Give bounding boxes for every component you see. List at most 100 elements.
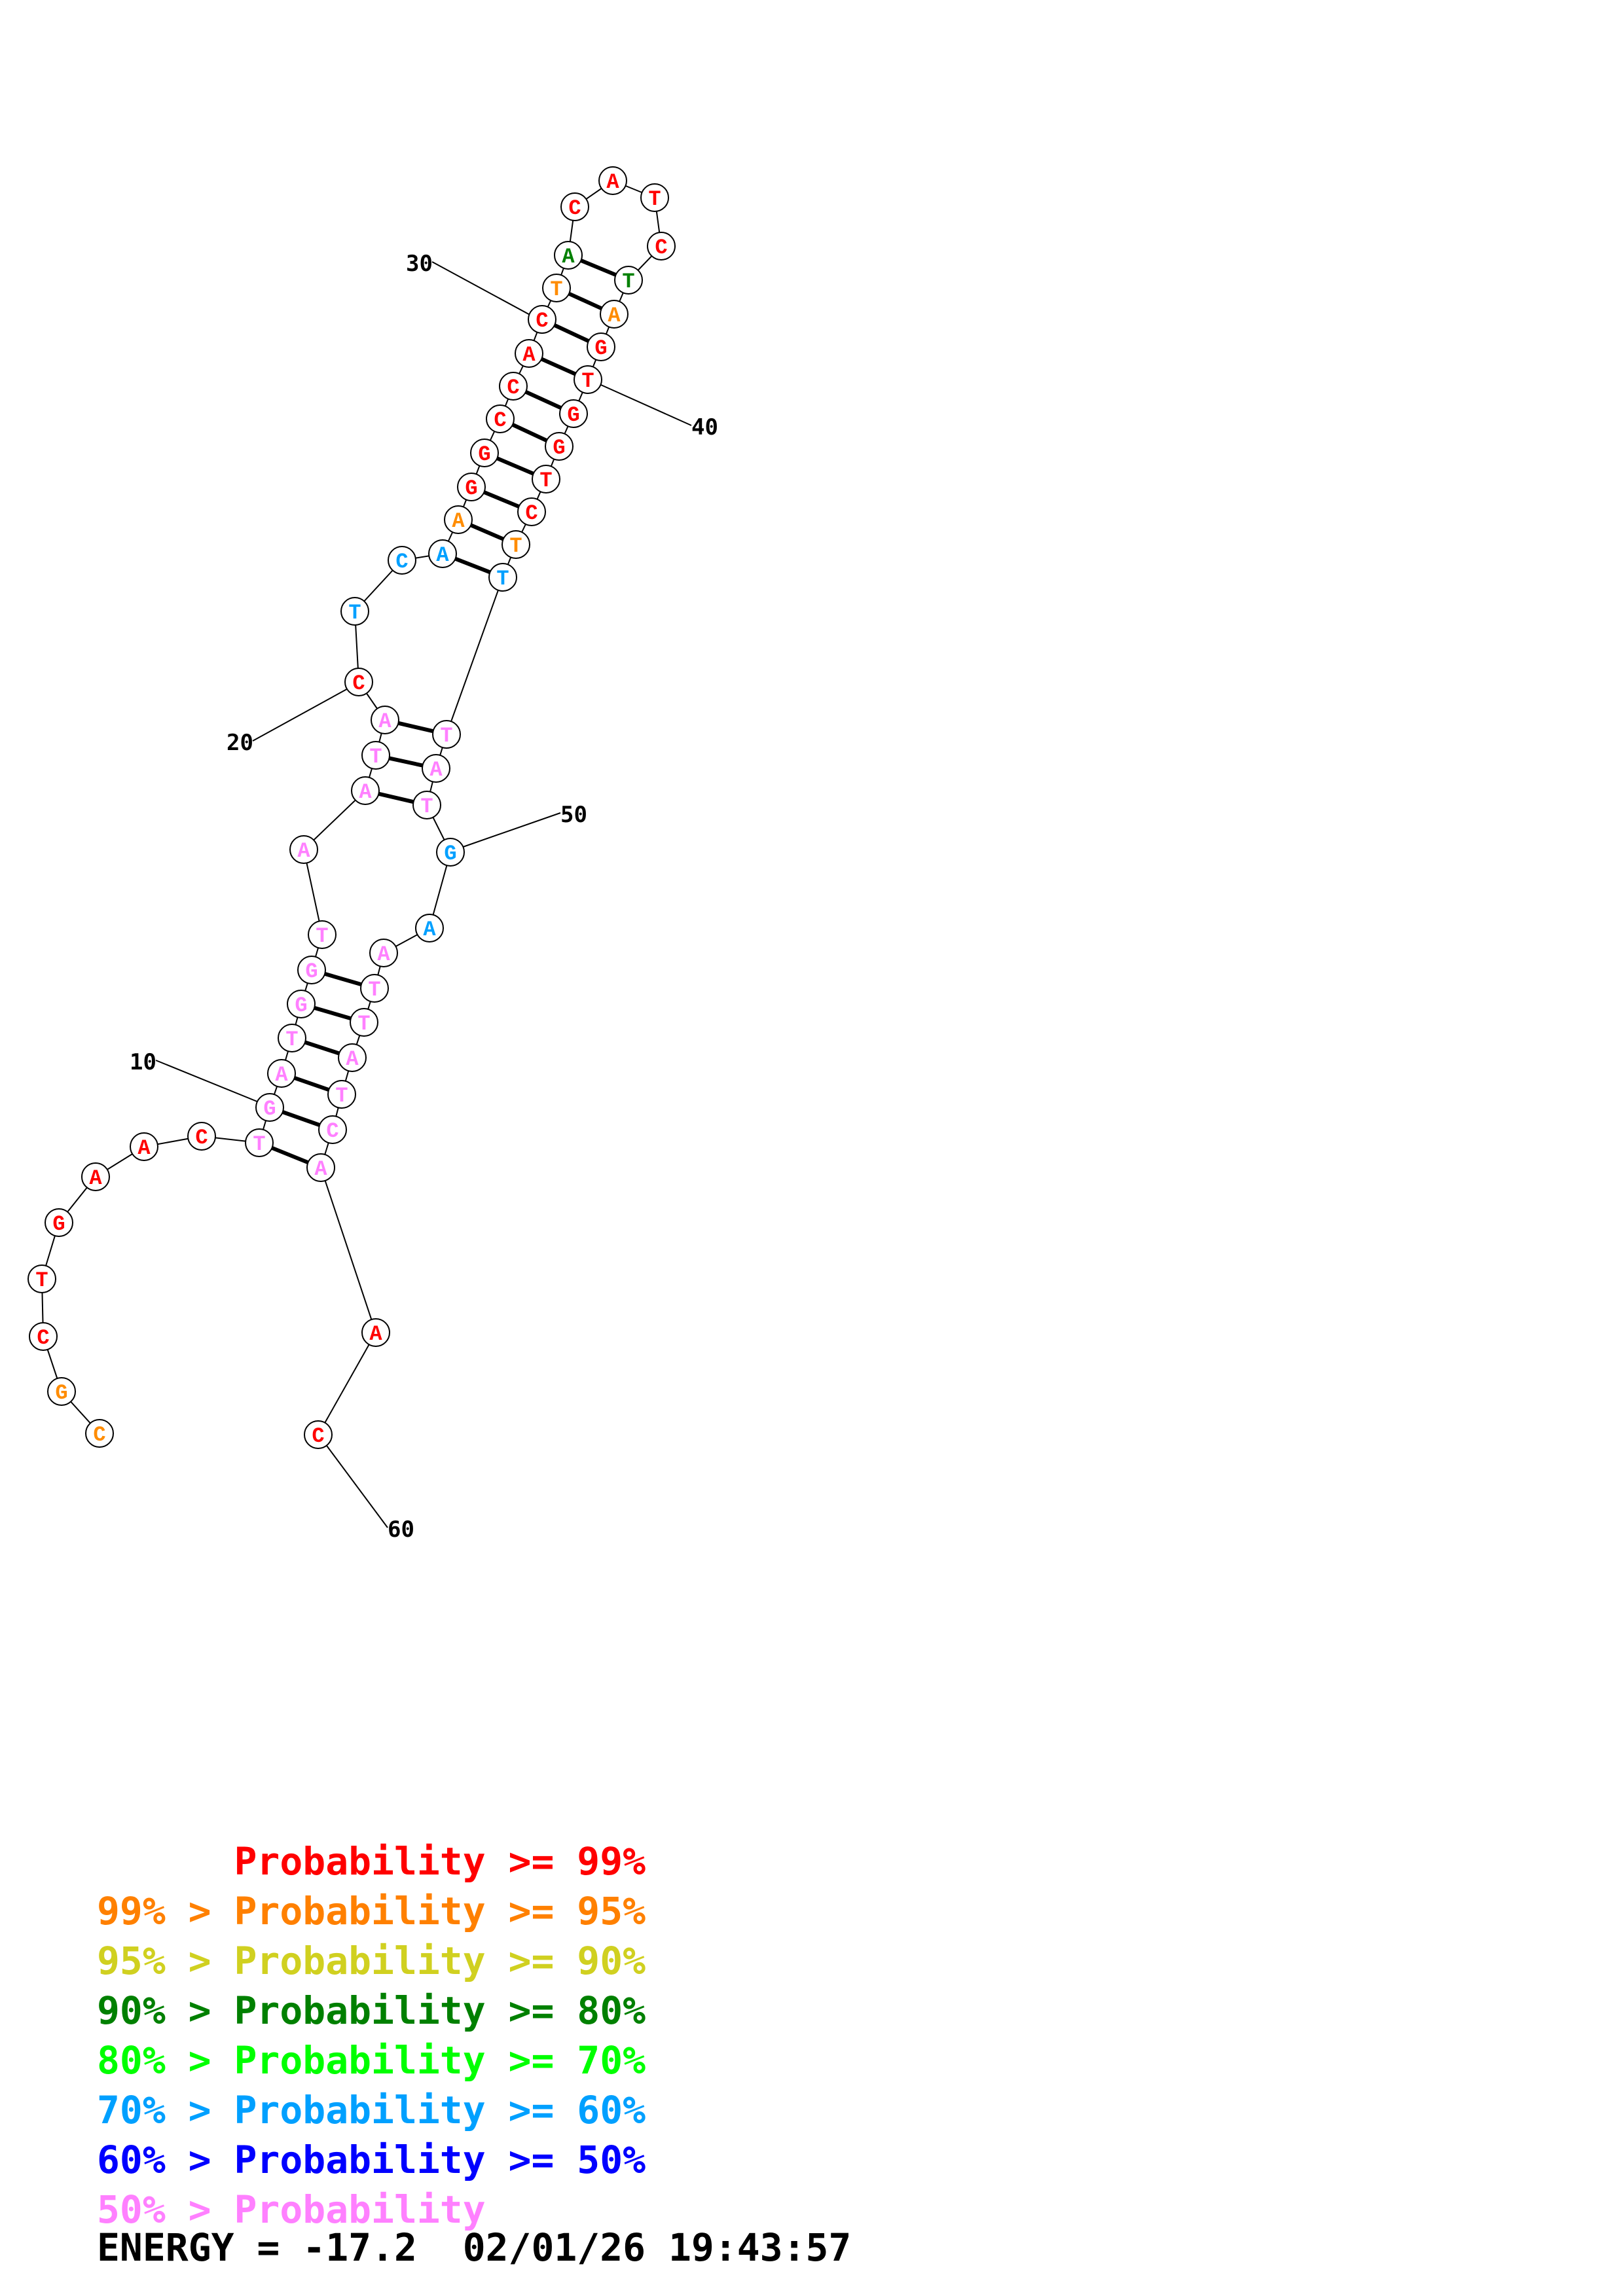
position-label-leader [155,1060,269,1107]
nucleotide-letter: G [465,476,477,501]
nucleotide: T [432,720,461,749]
base-pair-line [454,556,491,575]
nucleotide: A [306,1153,335,1182]
legend-label: Probability >= 50% [234,2138,646,2182]
base-pair-line [553,323,590,343]
base-pair-line [580,259,617,277]
nucleotide: A [130,1132,158,1161]
base-pair-line [568,291,603,311]
nucleotide-circle [559,399,588,428]
position-label: 60 [388,1516,414,1543]
base-pair-line [271,1146,309,1164]
nucleotide: T [640,183,669,212]
nucleotide-letter: C [536,309,548,333]
position-label: 20 [227,730,253,756]
nucleotide-circle [297,956,326,984]
nucleotide: A [361,1318,390,1347]
base-pair-line [483,490,520,509]
nucleotide-letter: C [395,550,408,574]
nucleotide-circle [598,166,627,195]
nucleotide: A [81,1162,110,1191]
base-pair-line [282,1110,321,1127]
nucleotide-circle [574,365,602,394]
nucleotide-circle [457,473,486,501]
nucleotide-circle [640,183,669,212]
nucleotide-circle [428,539,457,568]
legend-label: Probability >= 90% [234,1939,646,1983]
backbone-segment [318,1332,376,1435]
nucleotide: C [560,192,589,221]
nucleotide-circle [470,439,499,467]
nucleotide: C [318,1115,347,1144]
nucleotide-circle [444,505,473,534]
legend-label: Probability >= 80% [234,1988,646,2033]
legend-row: 99% > Probability >= 95% [97,1889,646,1933]
base-pair-line [314,1006,352,1020]
base-pair-line [496,456,534,476]
nucleotide-circle [587,332,615,361]
nucleotide-circle [361,1318,390,1347]
nucleotide: A [444,505,473,534]
nucleotide: T [532,465,560,493]
nucleotide-letter: T [622,270,634,294]
nucleotide-circle [27,1265,56,1293]
nucleotide: T [488,563,517,592]
nucleotide-circle [308,920,337,949]
nucleotide: G [287,990,316,1018]
nucleotide-circle [486,404,515,433]
nucleotide-circle [287,990,316,1018]
position-label: 30 [406,251,433,277]
nucleotide-letter: T [369,745,382,769]
nucleotide-letter: C [568,196,581,221]
nucleotide-letter: G [52,1212,65,1236]
nucleotide-letter: G [444,842,456,866]
nucleotide: A [351,776,380,805]
nucleotide: A [369,939,398,967]
legend-prefix: 60% > [97,2138,234,2182]
legend-label: Probability >= 70% [234,2038,646,2083]
legend-prefix: 90% > [97,1988,234,2033]
nucleotide-letter: C [93,1423,105,1447]
backbone-segment [303,849,323,935]
nucleotide-circle [350,1008,378,1037]
nucleotide: A [267,1059,296,1088]
nucleotide-letter: G [553,436,565,460]
nucleotide: C [344,668,373,696]
nucleotide-circle [600,300,629,329]
base-pair-line [470,523,504,541]
nucleotide-letter: C [494,408,506,433]
nucleotide: T [574,365,602,394]
nucleotide-circle [289,835,318,864]
nucleotide-letter: G [567,403,579,427]
nucleotide-circle [29,1322,58,1351]
legend-row: 90% > Probability >= 80% [97,1988,646,2033]
nucleotide: G [297,956,326,984]
legend-row: 60% > Probability >= 50% [97,2138,646,2182]
nucleotide: C [517,497,546,526]
nucleotide-circle [415,914,444,942]
nucleotide-letter: T [496,567,509,591]
nucleotide-circle [369,939,398,967]
position-label-leader [589,379,692,426]
nucleotide-circle [327,1080,356,1109]
nucleotide-circle [545,432,574,461]
nucleotide-circle [560,192,589,221]
nucleotide-letter: T [420,795,433,819]
legend-prefix: 50% > [97,2187,234,2232]
nucleotide-circle [47,1377,76,1406]
legend-row: 80% > Probability >= 70% [97,2038,646,2083]
nucleotide-circle [81,1162,110,1191]
nucleotide-circle [528,305,556,334]
legend-prefix: 70% > [97,2088,234,2132]
nucleotide-letter: C [507,376,519,400]
base-pair-line [378,791,414,804]
nucleotide-letter: A [275,1063,288,1087]
nucleotide: C [85,1419,114,1448]
nucleotide-circle [412,791,441,819]
nucleotide: G [559,399,588,428]
nucleotide-letter: A [369,1322,382,1346]
legend-label: Probability [234,2187,486,2232]
nucleotide-circle [515,339,543,368]
nucleotide-letter: A [608,304,621,328]
